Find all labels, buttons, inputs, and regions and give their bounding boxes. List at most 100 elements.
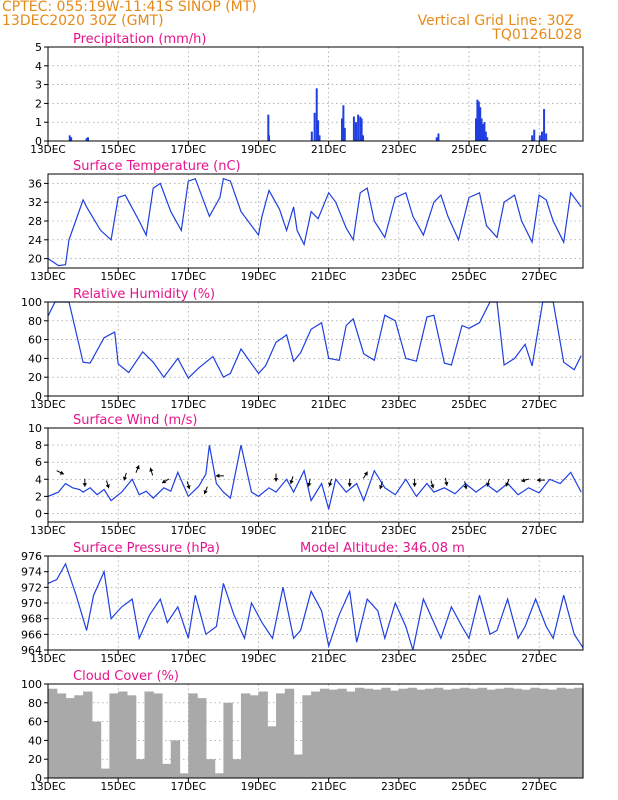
- precip-bar: [268, 135, 271, 141]
- x-tick-label: 17DEC: [171, 525, 206, 537]
- cloud-bar: [249, 695, 260, 778]
- x-tick-label: 27DEC: [521, 271, 556, 283]
- wind-arrow-head: [289, 479, 294, 484]
- wind-arrow-head: [379, 485, 384, 490]
- precip-bar: [357, 114, 360, 141]
- x-tick-label: 13DEC: [30, 271, 65, 283]
- series-line: [47, 562, 584, 651]
- precip-bar: [342, 105, 345, 141]
- precip-bar: [343, 127, 346, 141]
- precip-bar: [475, 118, 477, 141]
- cloud-bar: [267, 726, 277, 778]
- x-tick-label: 21DEC: [311, 525, 346, 537]
- y-tick-label: 4: [35, 60, 42, 73]
- x-tick-label: 23DEC: [381, 525, 416, 537]
- cloud-bar: [170, 740, 181, 778]
- y-tick-label: 60: [28, 334, 42, 347]
- panel-frame: [47, 46, 584, 142]
- x-tick-label: 19DEC: [241, 781, 276, 793]
- cloud-bar: [319, 688, 330, 778]
- cloud-bar: [512, 688, 523, 778]
- header-run-id: TQ0126L028: [492, 27, 582, 43]
- precip-bar: [313, 112, 316, 141]
- header-grid-note: Vertical Grid Line: 30Z: [417, 13, 574, 29]
- cloud-bar: [486, 689, 496, 778]
- cloud-bar: [460, 687, 470, 778]
- wind-arrow-head: [486, 482, 491, 487]
- precip-bar: [531, 135, 534, 141]
- x-tick-label: 23DEC: [381, 271, 416, 283]
- cloud-bar: [354, 687, 365, 778]
- x-tick-label: 27DEC: [521, 144, 556, 156]
- precip-bar: [479, 107, 482, 141]
- wind-arrow-head: [505, 482, 510, 487]
- cloud-bar: [468, 688, 479, 778]
- x-tick-label: 27DEC: [521, 653, 556, 665]
- panel-title: Cloud Cover (%): [73, 669, 179, 684]
- y-tick-label: 968: [21, 613, 42, 626]
- y-tick-label: 970: [21, 597, 42, 610]
- cloud-bar: [258, 691, 268, 778]
- header-station: CPTEC: 055:19W-11:41S SINOP (MT): [2, 0, 257, 15]
- precip-bar: [476, 99, 479, 141]
- wind-arrow-head: [149, 467, 154, 472]
- cloud-bar: [425, 688, 435, 778]
- cloud-bar: [188, 693, 198, 778]
- cloud-bar: [363, 688, 374, 778]
- precip-bar: [317, 120, 320, 141]
- precip-bar: [545, 133, 548, 141]
- x-tick-label: 13DEC: [30, 144, 65, 156]
- x-tick-label: 15DEC: [100, 781, 135, 793]
- wind-arrow-head: [82, 483, 88, 487]
- cloud-bar: [197, 698, 207, 778]
- series-line: [47, 177, 582, 267]
- precip-bar: [483, 122, 486, 141]
- cloud-bar: [276, 693, 286, 778]
- y-tick-label: 976: [21, 550, 42, 563]
- y-tick-label: 20: [28, 753, 42, 766]
- x-tick-label: 15DEC: [100, 399, 135, 411]
- y-tick-label: 972: [21, 581, 42, 594]
- cloud-bar: [302, 695, 312, 778]
- wind-arrow-head: [273, 478, 279, 482]
- cloud-bar: [162, 763, 172, 778]
- panel-title: Surface Temperature (nC): [73, 159, 241, 174]
- cloud-bar: [293, 754, 303, 778]
- y-tick-label: 40: [28, 734, 42, 747]
- x-tick-label: 25DEC: [451, 144, 486, 156]
- cloud-bar: [126, 695, 137, 778]
- wind-arrow-head: [521, 478, 526, 483]
- x-tick-label: 25DEC: [451, 399, 486, 411]
- panel-frame: [47, 301, 584, 397]
- x-tick-label: 15DEC: [100, 144, 135, 156]
- precip-bar: [482, 124, 485, 141]
- x-tick-label: 21DEC: [311, 653, 346, 665]
- panel-title: Precipitation (mm/h): [73, 32, 206, 47]
- x-tick-label: 13DEC: [30, 653, 65, 665]
- panel-frame: [47, 427, 584, 523]
- y-tick-label: 1: [35, 116, 42, 129]
- x-tick-label: 19DEC: [241, 399, 276, 411]
- x-tick-label: 17DEC: [171, 271, 206, 283]
- cloud-bar: [100, 768, 110, 778]
- precip-bar: [352, 116, 355, 141]
- precip-bar: [318, 135, 321, 141]
- header-date: 13DEC2020 30Z (GMT): [2, 13, 164, 29]
- cloud-bar: [416, 689, 426, 778]
- panel-title: Relative Humidity (%): [73, 287, 215, 302]
- y-tick-label: 0: [35, 772, 42, 785]
- cloud-bar: [240, 693, 251, 778]
- precip-bar: [362, 135, 365, 141]
- precip-bar: [360, 118, 363, 141]
- x-tick-label: 25DEC: [451, 653, 486, 665]
- wind-arrow-head: [105, 484, 110, 489]
- precip-bar: [310, 131, 313, 141]
- cloud-bar: [346, 691, 356, 778]
- cloud-bar: [284, 688, 295, 778]
- x-tick-label: 21DEC: [311, 399, 346, 411]
- x-tick-label: 19DEC: [241, 653, 276, 665]
- wind-arrow-head: [186, 485, 191, 490]
- cloud-bar: [74, 695, 84, 778]
- wind-arrow-head: [444, 481, 449, 486]
